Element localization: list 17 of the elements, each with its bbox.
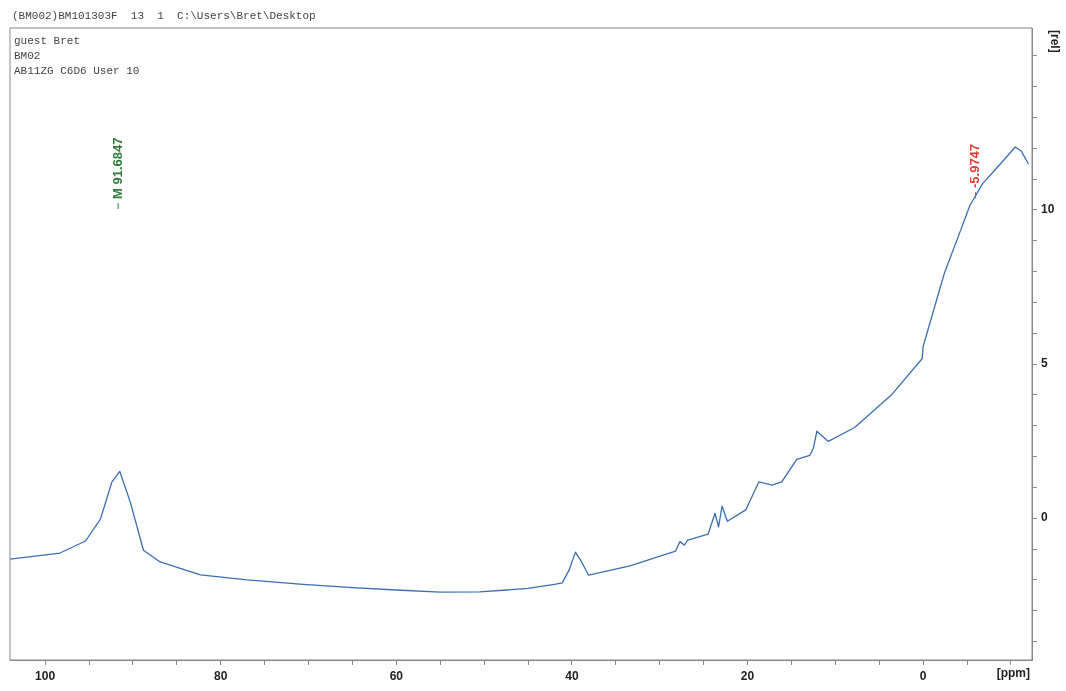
annotation: -5.9747 — [967, 143, 983, 189]
x-tick-label: 100 — [35, 668, 56, 683]
x-tick-label: 40 — [565, 668, 579, 683]
y-tick-label: 10 — [1041, 202, 1055, 217]
y-axis-title: [rel] — [1047, 30, 1062, 53]
annotation: guest Bret — [14, 34, 81, 49]
x-axis-title: [ppm] — [996, 666, 1030, 681]
annotation: M 91.6847 — [109, 137, 125, 199]
annotation: AB11ZG C6D6 User 10 — [14, 64, 140, 79]
y-tick-label: 5 — [1041, 356, 1048, 371]
annotation: BM02 — [14, 49, 42, 64]
x-tick-label: 20 — [740, 668, 755, 683]
x-tick-label: 0 — [919, 668, 927, 683]
y-tick-label: 0 — [1041, 510, 1048, 525]
x-tick-label: 60 — [389, 668, 404, 683]
x-tick-label: 80 — [214, 668, 228, 683]
chart-title: (BM002)BM101303F 13 1 C:\Users\Bret\Desktop — [12, 10, 316, 22]
